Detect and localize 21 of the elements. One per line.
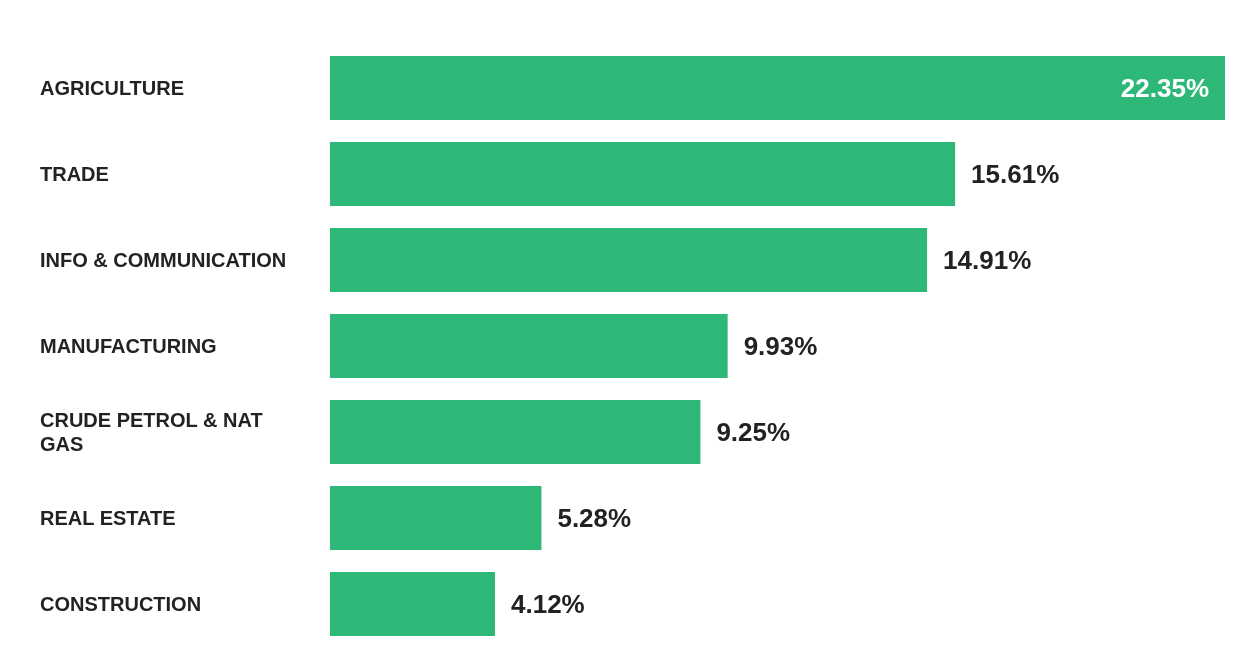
data-label: 9.93%: [743, 331, 818, 361]
data-label: 5.28%: [557, 503, 632, 533]
y-tick-label: CRUDE PETROL & NAT GAS: [40, 409, 269, 455]
bar: [330, 400, 701, 464]
data-label: 22.35%: [1120, 73, 1209, 103]
bar: [330, 142, 956, 206]
y-tick-label: INFO & COMMUNICATION: [40, 249, 287, 271]
bar: [330, 56, 1225, 120]
data-label: 15.61%: [971, 159, 1060, 189]
y-tick-label: CONSTRUCTION: [40, 593, 202, 615]
bar: [330, 228, 928, 292]
y-tick-label: AGRICULTURE: [40, 77, 185, 99]
bar: [330, 486, 542, 550]
y-tick-label: REAL ESTATE: [40, 507, 176, 529]
data-label: 4.12%: [510, 589, 585, 619]
data-label: 14.91%: [943, 245, 1032, 275]
bar: [330, 314, 728, 378]
y-tick-label: MANUFACTURING: [40, 335, 217, 357]
y-tick-label: TRADE: [40, 163, 109, 185]
data-label: 9.25%: [716, 417, 791, 447]
bar: [330, 572, 495, 636]
